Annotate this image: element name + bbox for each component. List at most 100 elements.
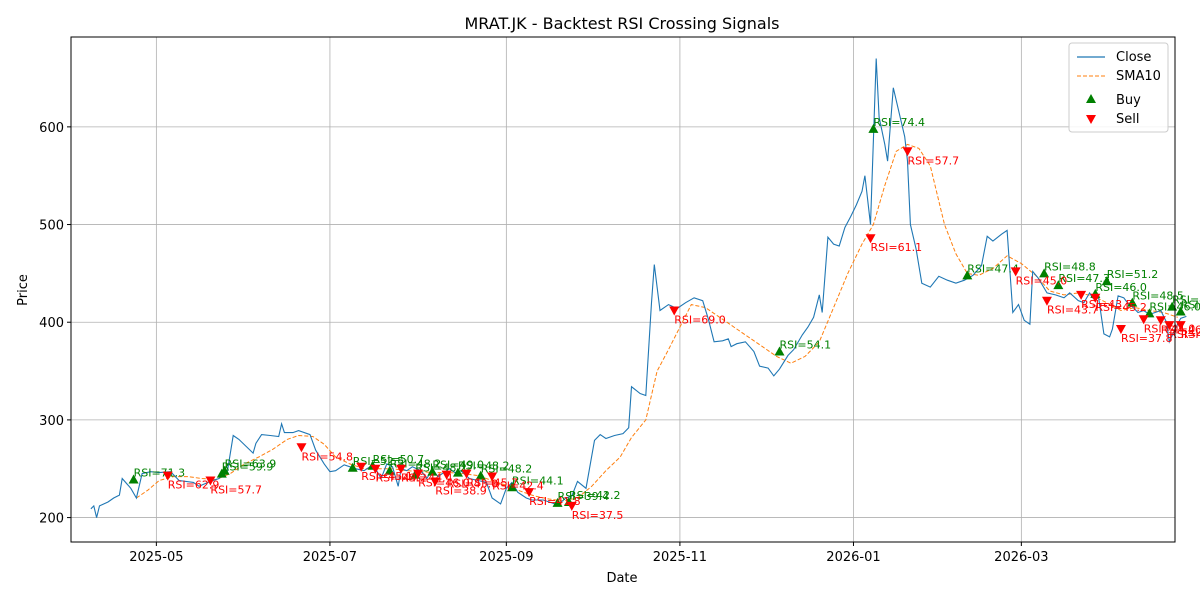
- series-layer: [90, 58, 1187, 518]
- sell-marker: [370, 464, 381, 474]
- buy-rsi-label: RSI=48.2: [458, 460, 510, 473]
- buy-rsi-label: RSI=39.4: [558, 490, 610, 503]
- plot-frame: [70, 36, 1176, 543]
- buy-marker: [774, 346, 785, 356]
- sell-rsi-label: RSI=45.2: [1095, 301, 1147, 314]
- y-tick-label: 400: [39, 316, 64, 331]
- sell-marker: [1164, 321, 1175, 331]
- buy-rsi-label: RSI=48.1: [1172, 294, 1200, 307]
- sell-rsi-label: RSI=54.8: [301, 450, 353, 463]
- buy-marker: [1039, 268, 1050, 278]
- sell-marker: [396, 464, 407, 474]
- buy-rsi-label: RSI=44.1: [512, 474, 564, 487]
- sell-marker: [566, 501, 577, 511]
- sell-marker: [413, 469, 424, 479]
- sell-rsi-label: RSI=45.7: [467, 477, 519, 490]
- sell-marker: [1090, 293, 1101, 303]
- buy-marker: [219, 465, 230, 475]
- x-axis: 2025-05 2025-07 2025-09 2025-11 2026-01 2026-…: [129, 542, 1049, 565]
- sell-marker: [1175, 321, 1186, 331]
- grid: [71, 37, 1175, 542]
- buy-rsi-label: RSI=48.8: [1044, 260, 1096, 273]
- sell-rsi-label: RSI=37.5: [572, 509, 624, 522]
- y-axis-label: Price: [16, 274, 31, 306]
- sell-rsi-label: RSI=43.0: [447, 478, 499, 491]
- sell-rsi-label: RSI=41.8: [529, 495, 581, 508]
- sell-rsi-label: RSI=43.7: [1047, 304, 1099, 317]
- sell-marker: [441, 470, 452, 480]
- x-tick-label: 2026-01: [826, 550, 880, 565]
- sell-rsi-label: RSI=57.7: [908, 154, 960, 167]
- sell-marker: [669, 306, 680, 316]
- buy-marker: [1127, 297, 1138, 307]
- buy-rsi-label: RSI=51.2: [1107, 268, 1159, 281]
- sell-marker: [356, 462, 367, 472]
- sell-marker: [865, 234, 876, 244]
- legend: Close SMA10 Buy Sell: [1068, 42, 1169, 133]
- y-tick-label: 600: [39, 121, 64, 136]
- x-tick-label: 2025-11: [653, 550, 707, 565]
- sell-marker: [1041, 296, 1052, 306]
- sell-rsi-label: RSI=42.4: [492, 480, 544, 493]
- buy-marker: [384, 465, 395, 475]
- buy-rsi-label: RSI=74.4: [873, 116, 925, 129]
- buy-marker: [427, 466, 438, 476]
- buy-marker: [475, 470, 486, 480]
- buy-rsi-label: RSI=59.9: [222, 461, 274, 474]
- buy-rsi-label: RSI=71.3: [134, 466, 186, 479]
- sell-rsi-label: RSI=43.5: [1081, 298, 1133, 311]
- legend-box: [1068, 42, 1169, 133]
- sell-rsi-label: RSI=57.7: [210, 483, 262, 496]
- sell-rsi-label: RSI=45.1: [361, 470, 413, 483]
- sell-marker: [487, 472, 498, 482]
- buy-rsi-label: RSI=63.9: [225, 458, 277, 471]
- buy-marker: [1144, 308, 1155, 318]
- sell-marker: [205, 476, 216, 486]
- sell-rsi-label: RSI=44.2: [375, 472, 427, 485]
- sell-marker: [1155, 316, 1166, 326]
- x-tick-label: 2026-03: [994, 550, 1048, 565]
- legend-sell-marker: [1086, 115, 1096, 124]
- buy-rsi-label: RSI=48.2: [481, 463, 533, 476]
- sell-rsi-label: RSI=45.3: [1181, 328, 1200, 341]
- x-tick-label: 2025-05: [129, 550, 183, 565]
- sell-marker: [296, 443, 307, 453]
- y-axis: 200 300 400 500 600: [39, 121, 71, 527]
- sell-marker: [524, 488, 535, 498]
- buy-rsi-label: RSI=49.0: [432, 459, 484, 472]
- sell-marker: [162, 471, 173, 481]
- buy-rsi-label: RSI=47.4: [967, 262, 1019, 275]
- y-tick-label: 200: [39, 512, 64, 527]
- buy-rsi-label: RSI=48.5: [1132, 290, 1184, 303]
- sell-marker: [461, 469, 472, 479]
- buy-rsi-label: RSI=48.2: [415, 462, 467, 475]
- sell-marker: [1076, 290, 1087, 300]
- legend-sma-label: SMA10: [1116, 69, 1161, 84]
- x-tick-label: 2025-07: [303, 550, 357, 565]
- legend-sell-label: Sell: [1116, 112, 1139, 127]
- sell-rsi-label: RSI=61.1: [871, 241, 923, 254]
- sell-rsi-label: RSI=69.0: [674, 314, 726, 327]
- y-tick-label: 300: [39, 414, 64, 429]
- buy-marker: [128, 474, 139, 484]
- legend-close-label: Close: [1116, 50, 1151, 65]
- buy-marker: [347, 462, 358, 472]
- buy-rsi-label: RSI=50.7: [373, 453, 425, 466]
- sell-rsi-label: RSI=45.0: [1016, 274, 1068, 287]
- buy-rsi-label: RSI=48.6: [1181, 298, 1200, 311]
- buy-marker: [962, 270, 973, 280]
- sell-rsi-label: RSI=43.4: [1169, 328, 1200, 341]
- buy-marker: [507, 482, 518, 492]
- sell-marker: [902, 147, 913, 157]
- sell-rsi-label: RSI=62.9: [168, 479, 220, 492]
- sell-marker: [1115, 325, 1126, 335]
- close-line: [90, 58, 1187, 518]
- buy-rsi-label: RSI=54.1: [779, 339, 831, 352]
- buy-marker: [552, 497, 563, 507]
- sell-marker: [1010, 267, 1021, 277]
- buy-marker: [868, 123, 879, 133]
- legend-buy-marker: [1086, 94, 1096, 103]
- x-axis-label: Date: [606, 571, 637, 586]
